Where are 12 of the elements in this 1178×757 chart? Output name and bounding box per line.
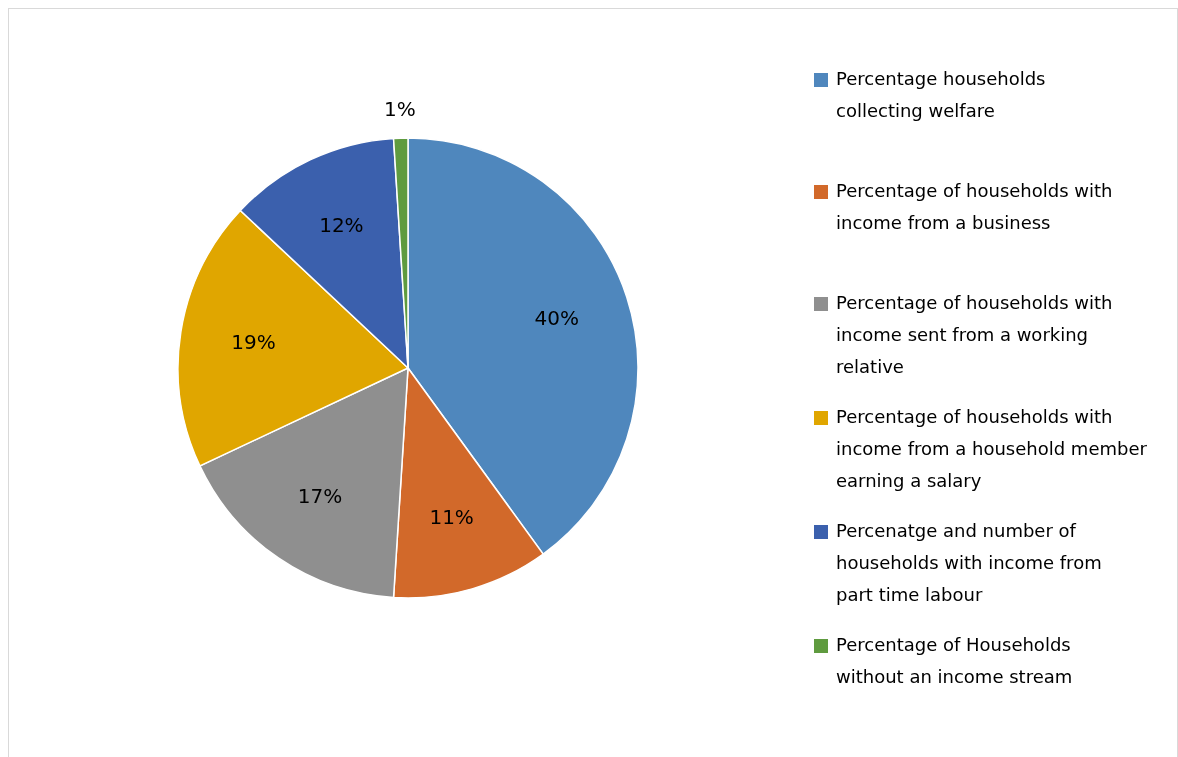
legend-label: Percentage of households with income sent from a working relative [836,292,1113,377]
legend-label: Percentage households collecting welfare [836,68,1046,121]
data-label: 11% [429,504,474,529]
legend-label: Percentage of Households without an income stream [836,634,1073,687]
data-label: 1% [384,97,416,122]
legend-label: Percenatge and number of households with income from part time labour [836,520,1102,605]
legend-label: Percentage of households with income from a household member earning a salary [836,406,1148,491]
data-label: 17% [297,483,343,508]
data-label: 12% [319,212,364,237]
data-label: 40% [534,306,579,331]
data-label: 19% [231,330,276,355]
legend-label: Percentage of households with income from a business [836,180,1113,233]
